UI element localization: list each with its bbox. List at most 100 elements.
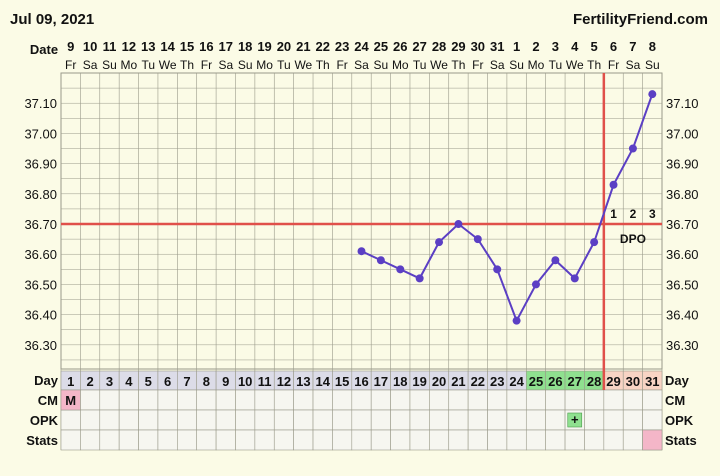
cm-cell xyxy=(390,389,411,411)
date-label: 22 xyxy=(315,39,329,54)
stats-cell xyxy=(622,429,643,451)
date-label: 4 xyxy=(571,39,579,54)
y-tick-label-left: 36.90 xyxy=(24,157,57,172)
stats-cell xyxy=(293,429,314,451)
date-label: 20 xyxy=(277,39,291,54)
date-label: 11 xyxy=(103,39,117,54)
cm-cell xyxy=(138,389,159,411)
weekday-label: Fr xyxy=(336,58,347,72)
date-label: 1 xyxy=(513,39,520,54)
day-row-label-right: Day xyxy=(665,373,690,388)
opk-cell xyxy=(332,409,353,431)
date-label: 23 xyxy=(335,39,349,54)
cm-cell xyxy=(351,389,372,411)
opk-cell xyxy=(254,409,275,431)
stats-cell xyxy=(370,429,391,451)
cycle-day-label: 15 xyxy=(335,374,349,389)
cm-cell xyxy=(467,389,488,411)
dpo-number: 2 xyxy=(630,207,637,221)
cycle-day-label: 16 xyxy=(354,374,368,389)
opk-row-label-left: OPK xyxy=(30,413,59,428)
cm-cell xyxy=(545,389,566,411)
cm-cell xyxy=(80,389,101,411)
cycle-day-label: 27 xyxy=(568,374,582,389)
y-tick-label-left: 36.30 xyxy=(24,338,57,353)
temperature-line xyxy=(361,93,654,324)
stats-cell xyxy=(545,429,566,451)
date-label: 21 xyxy=(296,39,310,54)
temperature-point xyxy=(512,316,521,325)
cm-cell xyxy=(235,389,256,411)
weekday-label: Mo xyxy=(392,58,409,72)
stats-cell xyxy=(215,429,236,451)
opk-cell xyxy=(118,409,139,431)
cycle-day-label: 24 xyxy=(509,374,524,389)
y-tick-label-right: 36.50 xyxy=(666,277,699,292)
date-label: 18 xyxy=(238,39,252,54)
opk-cell xyxy=(312,409,333,431)
opk-cell xyxy=(409,409,430,431)
temperature-point xyxy=(628,144,637,153)
opk-cell xyxy=(157,409,178,431)
cm-cell xyxy=(118,389,139,411)
y-tick-label-right: 36.30 xyxy=(666,338,699,353)
y-tick-label-left: 36.60 xyxy=(24,247,57,262)
cycle-day-label: 29 xyxy=(606,374,620,389)
y-tick-label-left: 36.50 xyxy=(24,277,57,292)
weekday-label: Su xyxy=(645,58,660,72)
y-tick-label-left: 36.70 xyxy=(24,217,57,232)
weekday-label: Tu xyxy=(141,58,155,72)
cycle-day-label: 31 xyxy=(645,374,659,389)
cycle-day-label: 5 xyxy=(145,374,152,389)
temperature-point xyxy=(376,256,385,265)
stats-cell xyxy=(99,429,120,451)
weekday-label: Sa xyxy=(354,58,369,72)
y-tick-label-right: 36.70 xyxy=(666,217,699,232)
y-tick-label-left: 37.00 xyxy=(24,126,57,141)
site-name: FertilityFriend.com xyxy=(572,11,708,28)
cycle-day-label: 30 xyxy=(626,374,640,389)
opk-marker: + xyxy=(571,412,579,427)
opk-cell xyxy=(177,409,198,431)
chart-date-header: Jul 09, 2021 xyxy=(10,11,95,28)
cm-cell xyxy=(487,389,508,411)
weekday-label: We xyxy=(430,58,448,72)
stats-cell xyxy=(138,429,159,451)
date-label: 3 xyxy=(552,39,559,54)
stats-row-label-left: Stats xyxy=(26,433,58,448)
cm-marker: M xyxy=(65,393,76,408)
opk-cell xyxy=(235,409,256,431)
stats-cell xyxy=(157,429,178,451)
stats-cell xyxy=(332,429,353,451)
opk-cell xyxy=(273,409,294,431)
y-tick-label-left: 36.80 xyxy=(24,187,57,202)
weekday-label: Mo xyxy=(121,58,138,72)
date-label: 6 xyxy=(610,39,617,54)
cycle-day-label: 17 xyxy=(374,374,388,389)
date-label: 30 xyxy=(471,39,485,54)
cm-cell xyxy=(293,389,314,411)
cm-cell xyxy=(642,389,663,411)
date-label: 17 xyxy=(219,39,233,54)
y-tick-label-right: 36.40 xyxy=(666,308,699,323)
cycle-day-label: 20 xyxy=(432,374,446,389)
cm-cell xyxy=(622,389,643,411)
date-label: 31 xyxy=(490,39,504,54)
opk-cell xyxy=(603,409,624,431)
y-tick-label-right: 37.00 xyxy=(666,126,699,141)
cm-cell xyxy=(312,389,333,411)
temperature-point xyxy=(551,256,560,265)
date-label: 13 xyxy=(141,39,155,54)
temperature-point xyxy=(415,274,424,283)
cm-cell xyxy=(429,389,450,411)
opk-cell xyxy=(80,409,101,431)
stats-cell xyxy=(409,429,430,451)
stats-marker-cell xyxy=(642,429,663,451)
temperature-point xyxy=(473,235,482,244)
y-tick-label-left: 37.10 xyxy=(24,96,57,111)
temperature-point xyxy=(396,265,405,274)
cycle-day-label: 19 xyxy=(412,374,426,389)
dpo-number: 1 xyxy=(610,207,617,221)
opk-cell xyxy=(196,409,217,431)
